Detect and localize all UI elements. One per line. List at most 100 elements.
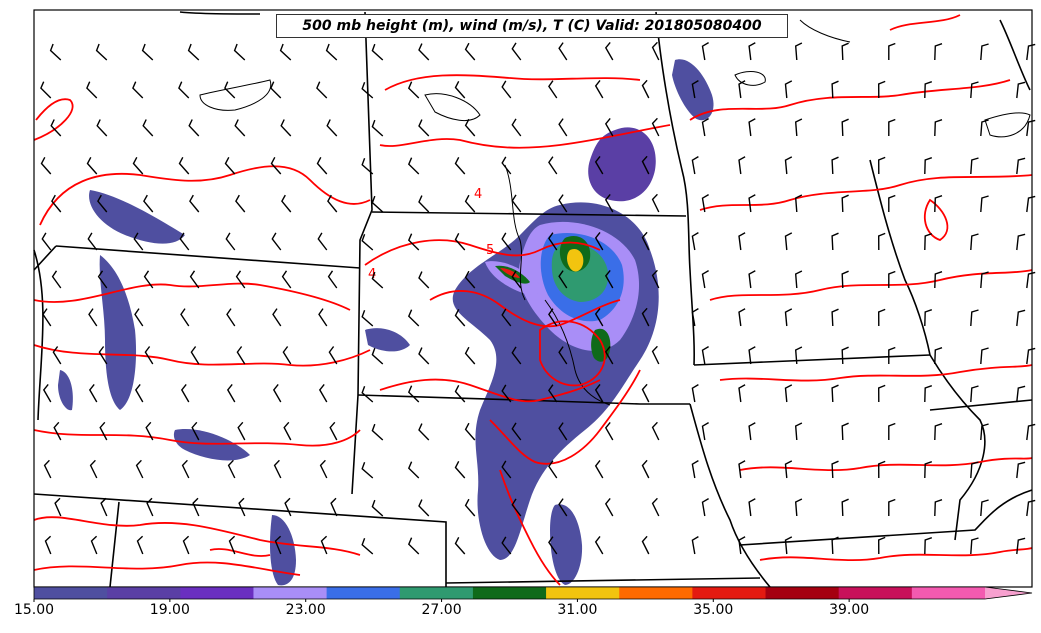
- wind-barb: [1016, 537, 1026, 555]
- contour-line: [499, 469, 561, 586]
- contour-line: [719, 364, 1033, 382]
- wind-barb: [95, 43, 108, 61]
- wind-barb: [100, 497, 108, 517]
- shaded-region-mountain-a: [89, 190, 185, 244]
- wind-barb: [594, 383, 604, 403]
- wind-barb: [877, 308, 886, 327]
- wind-barb: [454, 80, 466, 99]
- wind-barb: [135, 459, 144, 479]
- wind-barb: [784, 460, 793, 479]
- shaded-region-yellow: [567, 248, 584, 272]
- wind-barb: [511, 42, 522, 61]
- border-line: [869, 159, 931, 356]
- wind-barb: [980, 271, 989, 289]
- wind-barb: [234, 119, 246, 137]
- wind-barb: [831, 80, 839, 99]
- wind-barb: [594, 155, 604, 175]
- wind-barb: [841, 42, 849, 61]
- wind-barb: [43, 459, 52, 479]
- wind-barb: [361, 461, 374, 479]
- wind-barb: [325, 43, 338, 61]
- wind-barb: [841, 194, 849, 213]
- wind-barb: [361, 385, 374, 403]
- wind-barb: [361, 309, 374, 327]
- wind-barb: [226, 308, 236, 327]
- contour-line: [379, 378, 601, 403]
- wind-barb: [877, 80, 886, 99]
- wind-barb: [134, 308, 144, 327]
- wind-barb: [784, 156, 793, 175]
- wind-barb: [784, 384, 793, 403]
- wind-barb: [831, 536, 839, 555]
- wind-barb: [281, 270, 292, 289]
- wind-barb: [701, 41, 709, 61]
- colorbar: [33, 586, 1033, 602]
- colorbar-segment: [399, 587, 474, 599]
- wind-barb: [1026, 499, 1036, 517]
- wind-barb: [187, 43, 200, 61]
- wind-barb: [272, 308, 282, 327]
- wind-barb: [548, 308, 558, 327]
- wind-barb: [651, 117, 660, 137]
- wind-barb: [1026, 43, 1036, 61]
- contour-line: [33, 561, 301, 576]
- wind-barb: [144, 346, 154, 365]
- wind-barb: [748, 270, 756, 289]
- wind-barb: [464, 270, 476, 289]
- wind-barb: [42, 383, 52, 403]
- wind-barb: [594, 231, 604, 251]
- wind-barb: [651, 41, 660, 61]
- border-line: [357, 394, 690, 405]
- wind-barb: [701, 117, 709, 137]
- map-title: 500 mb height (m), wind (m/s), T (C) Val…: [276, 14, 788, 38]
- shaded-region-west-hot: [500, 268, 520, 278]
- wind-barb: [888, 42, 896, 61]
- wind-barb: [53, 421, 62, 441]
- wind-barb: [1016, 157, 1026, 175]
- colorbar-segment: [692, 587, 767, 599]
- wind-barb: [270, 156, 282, 175]
- wind-barb: [189, 194, 200, 213]
- wind-barb: [318, 308, 328, 327]
- colorbar-tick-label: 19.00: [149, 602, 190, 618]
- wind-barb: [88, 383, 98, 403]
- wind-barb: [407, 233, 420, 251]
- wind-barb: [701, 345, 709, 365]
- border-line: [179, 11, 261, 15]
- colorbar-segment: [619, 587, 693, 599]
- wind-barb: [558, 42, 568, 61]
- wind-barb: [701, 193, 709, 213]
- wind-barb: [407, 81, 420, 99]
- border-line: [33, 249, 44, 421]
- lake-shore: [984, 112, 1031, 138]
- wind-barb: [407, 385, 420, 403]
- wind-barb: [511, 194, 522, 213]
- wind-barb: [179, 232, 190, 251]
- wind-barb: [841, 118, 849, 137]
- wind-barb: [641, 79, 650, 99]
- wind-barb: [454, 308, 466, 327]
- wind-barb: [407, 157, 420, 175]
- wind-barb: [748, 194, 756, 213]
- shaded-region-mountain-c: [173, 429, 250, 461]
- wind-barb: [454, 536, 466, 555]
- wind-barb: [279, 43, 292, 61]
- wind-barb: [831, 460, 839, 479]
- wind-barb: [934, 423, 943, 441]
- wind-barb: [316, 156, 328, 175]
- wind-barb: [52, 346, 62, 365]
- wind-barb: [418, 119, 430, 137]
- colorbar-tick-label: 35.00: [693, 602, 734, 618]
- wind-barb: [691, 307, 699, 327]
- wind-barb: [280, 119, 292, 137]
- wind-barb: [136, 535, 144, 555]
- wind-barb: [877, 156, 886, 175]
- wind-barb: [272, 383, 282, 403]
- wind-barb: [511, 270, 522, 289]
- contour-line: [539, 320, 606, 387]
- wind-barb: [794, 346, 803, 365]
- shaded-region-mountain-d: [58, 370, 73, 411]
- wind-barb: [548, 156, 558, 175]
- wind-barb: [924, 81, 933, 99]
- colorbar-tick-label: 39.00: [829, 602, 870, 618]
